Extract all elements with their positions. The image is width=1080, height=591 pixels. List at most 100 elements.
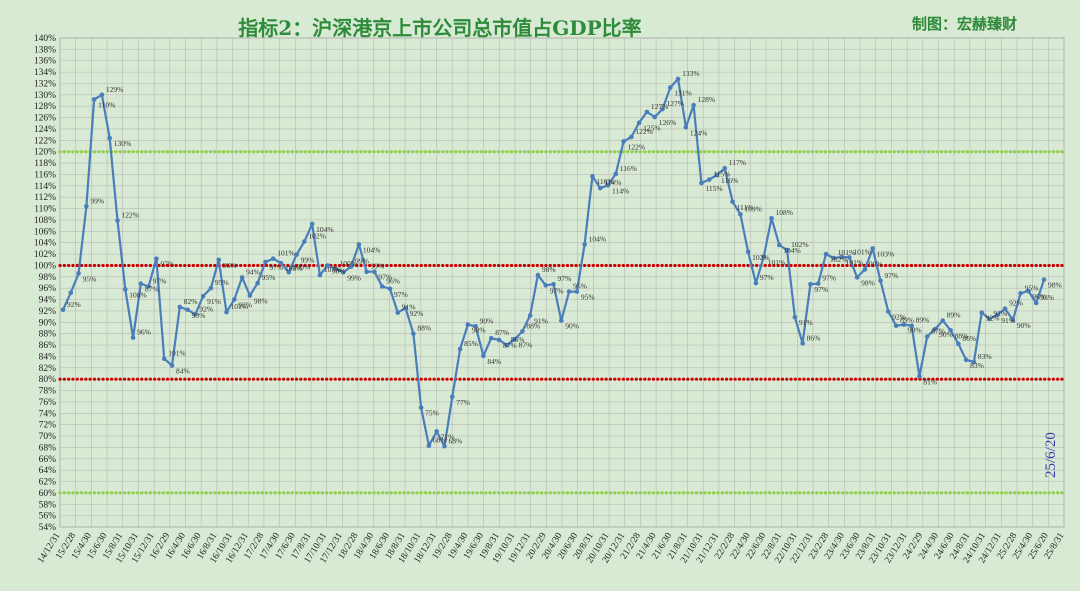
data-point [520, 329, 525, 334]
data-label: 96% [1032, 292, 1046, 301]
data-label: 99% [355, 257, 369, 266]
data-point [987, 316, 992, 322]
data-label: 95% [573, 282, 587, 291]
data-point [356, 242, 362, 247]
data-label: 117% [729, 158, 746, 167]
data-label: 96% [223, 261, 237, 270]
data-label: 130% [114, 139, 132, 148]
data-point [636, 120, 642, 126]
data-label: 116% [620, 164, 637, 173]
data-label: 97% [760, 273, 774, 282]
data-point [792, 314, 798, 320]
data-point [543, 283, 549, 288]
data-point [979, 310, 985, 315]
data-point [566, 289, 572, 294]
data-point [909, 323, 914, 329]
data-label: 97% [269, 263, 283, 272]
y-tick-label: 122% [34, 136, 56, 146]
data-label: 102% [830, 255, 848, 264]
data-label: 98% [332, 266, 346, 275]
y-tick-label: 54% [39, 523, 57, 533]
y-tick-label: 84% [39, 352, 57, 362]
data-point [1026, 288, 1031, 294]
data-label: 122% [628, 142, 646, 151]
y-tick-label: 106% [34, 227, 56, 237]
data-label: 104% [316, 225, 334, 234]
data-label: 98% [861, 278, 875, 287]
data-label: 92% [986, 314, 1000, 323]
data-label: 114% [604, 178, 621, 187]
data-point [379, 284, 385, 289]
data-point [753, 280, 759, 286]
data-label: 111% [737, 203, 754, 212]
data-point [862, 267, 868, 272]
data-point [154, 256, 159, 261]
data-label: 99% [301, 256, 315, 265]
data-point [387, 286, 393, 292]
data-label: 97% [822, 274, 836, 283]
y-tick-label: 132% [34, 79, 56, 89]
data-point [185, 307, 190, 313]
data-label: 68% [433, 436, 447, 445]
y-tick-label: 102% [34, 250, 56, 260]
data-labels: 92%95%99%110%129%130%122%108%96%87%97%97… [67, 69, 1062, 445]
data-label: 107% [324, 265, 342, 274]
data-point [169, 363, 175, 368]
data-label: 104% [363, 245, 381, 254]
data-label: 100% [293, 262, 311, 271]
data-label: 87% [519, 340, 533, 349]
data-label: 95% [83, 274, 97, 283]
data-point [847, 255, 852, 260]
data-point [1041, 277, 1047, 282]
data-point [224, 309, 229, 315]
data-label: 92% [410, 309, 424, 318]
data-label: 97% [153, 276, 167, 285]
data-label: 116% [721, 176, 738, 185]
data-label: 90% [908, 326, 922, 335]
y-tick-label: 138% [34, 45, 56, 55]
y-tick-label: 140% [34, 34, 56, 44]
data-label: 131% [674, 88, 692, 97]
data-label: 92% [199, 304, 213, 313]
data-point [60, 307, 66, 313]
data-point [504, 342, 510, 348]
y-tick-label: 86% [39, 341, 57, 351]
y-tick-label: 118% [34, 159, 56, 169]
data-label: 86% [511, 335, 525, 344]
data-point [325, 263, 331, 268]
y-tick-label: 70% [39, 432, 57, 442]
data-label: 108% [129, 290, 147, 299]
data-label: 81% [923, 377, 937, 386]
data-label: 90% [939, 330, 953, 339]
y-tick-label: 64% [39, 466, 57, 476]
data-point [675, 76, 681, 82]
data-point [426, 443, 432, 448]
data-point [527, 313, 533, 318]
data-point [815, 281, 821, 286]
data-point [1002, 306, 1008, 311]
y-axis: 54%56% 58%60%62% 64%66% 68%70%72% 74%76%78% 8… [34, 34, 56, 533]
y-tick-label: 112% [34, 193, 56, 203]
y-tick-label: 120% [34, 148, 56, 158]
data-point [893, 323, 899, 329]
data-point [582, 242, 587, 247]
data-label: 94% [246, 267, 260, 276]
data-label: 93% [192, 311, 206, 320]
data-point [76, 271, 81, 276]
date-stamp: 25/6/20 [1043, 432, 1059, 478]
data-point [270, 256, 276, 261]
data-label: 91% [799, 318, 813, 327]
data-point [940, 318, 946, 323]
reference-lines [58, 150, 1066, 495]
data-point [434, 429, 440, 434]
data-label: 95% [581, 293, 595, 302]
data-point [994, 312, 1000, 318]
data-label: 91% [994, 309, 1008, 318]
data-point [714, 172, 720, 178]
data-label: 115% [713, 170, 730, 179]
data-label: 77% [456, 398, 470, 407]
data-label: 102% [308, 232, 326, 241]
data-label: 95% [215, 278, 229, 287]
data-point [442, 443, 447, 449]
